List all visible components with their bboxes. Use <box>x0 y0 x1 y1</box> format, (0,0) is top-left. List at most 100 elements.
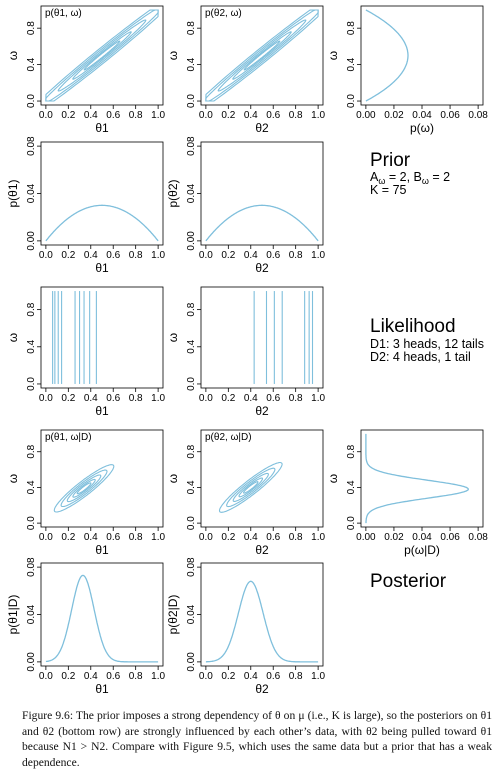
x-tick-label: 0.4 <box>244 532 258 543</box>
x-tick-label: 0.02 <box>384 110 404 121</box>
y-axis-label: p(θ2) <box>166 179 180 207</box>
density-curve <box>365 433 469 524</box>
y-tick-label: 0.4 <box>186 339 197 353</box>
x-tick-label: 0.6 <box>106 671 120 682</box>
panel-posterior-joint-theta1: 0.0 0.2 0.4 0.6 0.8 1.0 0.0 0.4 0.8 θ1 ω p(θ1, ω|D) <box>6 429 166 557</box>
x-tick-label: 0.4 <box>84 250 98 261</box>
prior-param-b: = 2, B <box>385 170 421 184</box>
prior-param-a: A <box>370 170 379 184</box>
y-axis-label: p(θ1|D) <box>6 595 20 635</box>
contour-line <box>57 19 147 92</box>
x-tick-label: 0.0 <box>39 250 53 261</box>
x-axis-label: θ2 <box>255 404 269 418</box>
y-tick-label: 0.0 <box>26 516 37 530</box>
contour-line <box>83 40 121 71</box>
x-tick-label: 0.6 <box>266 532 280 543</box>
y-tick-label: 0.8 <box>186 302 197 316</box>
panel-title: p(θ2, ω|D) <box>205 432 252 443</box>
x-tick-label: 0.8 <box>129 393 143 404</box>
contour-line <box>232 472 269 502</box>
y-tick-label: 0.0 <box>186 516 197 530</box>
contour-line <box>243 481 259 494</box>
x-tick-label: 0.8 <box>129 110 143 121</box>
contour-line <box>60 469 108 508</box>
y-tick-label: 0.8 <box>26 444 37 458</box>
prior-k: K = 75 <box>370 183 407 197</box>
x-tick-label: 0.6 <box>106 532 120 543</box>
plot-frame <box>200 5 324 106</box>
x-tick-label: 0.6 <box>266 110 280 121</box>
x-tick-label: 0.0 <box>39 532 53 543</box>
prior-params: Aω = 2, Bω = 2 <box>370 170 450 186</box>
y-axis-label: ω <box>326 474 340 483</box>
y-tick-label: 0.00 <box>186 231 197 251</box>
x-tick-label: 0.6 <box>266 250 280 261</box>
x-tick-label: 0.8 <box>289 532 303 543</box>
contour-line <box>66 474 102 503</box>
y-tick-label: 0.08 <box>26 136 37 156</box>
y-tick-label: 0.0 <box>26 377 37 391</box>
x-tick-label: 0.2 <box>61 671 75 682</box>
x-tick-label: 0.8 <box>289 393 303 404</box>
x-tick-label: 1.0 <box>311 250 325 261</box>
contour-line <box>205 9 319 102</box>
plot-frame <box>40 141 164 246</box>
y-tick-label: 0.08 <box>186 136 197 156</box>
x-tick-label: 1.0 <box>311 393 325 404</box>
likelihood-d2: D2: 4 heads, 1 tail <box>370 350 471 364</box>
contour-line <box>243 40 281 71</box>
x-tick-label: 0.8 <box>289 110 303 121</box>
contour-line <box>45 9 159 102</box>
y-axis-label: ω <box>166 333 180 342</box>
x-tick-label: 0.8 <box>129 532 143 543</box>
contour-line <box>238 477 264 498</box>
x-tick-label: 0.2 <box>221 393 235 404</box>
x-tick-label: 1.0 <box>151 671 165 682</box>
panel-prior-marginal-omega: 0.00 0.02 0.04 0.06 0.08 0.0 0.4 0.8 p(ω) ω <box>326 5 488 135</box>
x-tick-label: 0.06 <box>440 532 460 543</box>
prior-heading: Prior <box>370 150 411 171</box>
panel-posterior-marginal-omega: 0.00 0.02 0.04 0.06 0.08 0.0 0.4 0.8 p(ω|D) ω <box>326 429 488 557</box>
y-tick-label: 0.8 <box>26 21 37 35</box>
x-tick-label: 0.4 <box>244 110 258 121</box>
y-tick-label: 0.00 <box>186 652 197 672</box>
x-tick-label: 0.00 <box>356 532 376 543</box>
x-tick-label: 1.0 <box>151 393 165 404</box>
x-axis-label: θ1 <box>95 404 109 418</box>
density-curve <box>205 204 319 242</box>
density-curve <box>205 580 319 663</box>
plot-frame <box>200 429 324 528</box>
panel-prior-joint-theta1: 0.0 0.2 0.4 0.6 0.8 1.0 0.0 0.4 0.8 θ1 ω p(θ1, ω) <box>6 5 166 135</box>
contour-line <box>72 31 132 80</box>
x-tick-label: 1.0 <box>151 250 165 261</box>
y-tick-label: 0.4 <box>26 480 37 494</box>
y-axis-label: p(θ1) <box>6 179 20 207</box>
y-tick-label: 0.0 <box>186 377 197 391</box>
y-axis-label: ω <box>6 474 20 483</box>
y-tick-label: 0.08 <box>26 557 37 577</box>
contour-line <box>72 478 96 498</box>
x-tick-label: 0.4 <box>244 393 258 404</box>
y-tick-label: 0.04 <box>26 183 37 203</box>
panel-title: p(θ1, ω|D) <box>45 432 92 443</box>
y-axis-label: ω <box>6 333 20 342</box>
likelihood-d1: D1: 3 heads, 12 tails <box>370 337 484 351</box>
x-tick-label: 0.2 <box>221 671 235 682</box>
panel-posterior-marginal-theta2: 0.0 0.2 0.4 0.6 0.8 1.0 0.00 0.04 0.08 θ2 p(θ2|D) <box>166 557 326 696</box>
y-tick-label: 0.04 <box>186 183 197 203</box>
y-tick-label: 0.04 <box>186 604 197 624</box>
y-tick-label: 0.08 <box>186 557 197 577</box>
panel-posterior-marginal-theta1: 0.0 0.2 0.4 0.6 0.8 1.0 0.00 0.04 0.08 θ1 p(θ1|D) <box>6 557 166 696</box>
x-tick-label: 0.2 <box>221 250 235 261</box>
x-axis-label: p(ω|D) <box>404 543 440 557</box>
figure-caption: Figure 9.6: The prior imposes a strong d… <box>22 709 492 769</box>
plot-frame <box>40 562 164 667</box>
y-tick-label: 0.0 <box>346 94 357 108</box>
panel-title: p(θ1, ω) <box>45 8 82 19</box>
x-axis-label: θ1 <box>95 682 109 696</box>
x-tick-label: 0.02 <box>384 532 404 543</box>
x-tick-label: 0.2 <box>61 250 75 261</box>
x-tick-label: 0.0 <box>199 393 213 404</box>
panel-posterior-joint-theta2: 0.0 0.2 0.4 0.6 0.8 1.0 0.0 0.4 0.8 θ2 ω p(θ2, ω|D) <box>166 429 326 557</box>
x-tick-label: 0.0 <box>199 671 213 682</box>
